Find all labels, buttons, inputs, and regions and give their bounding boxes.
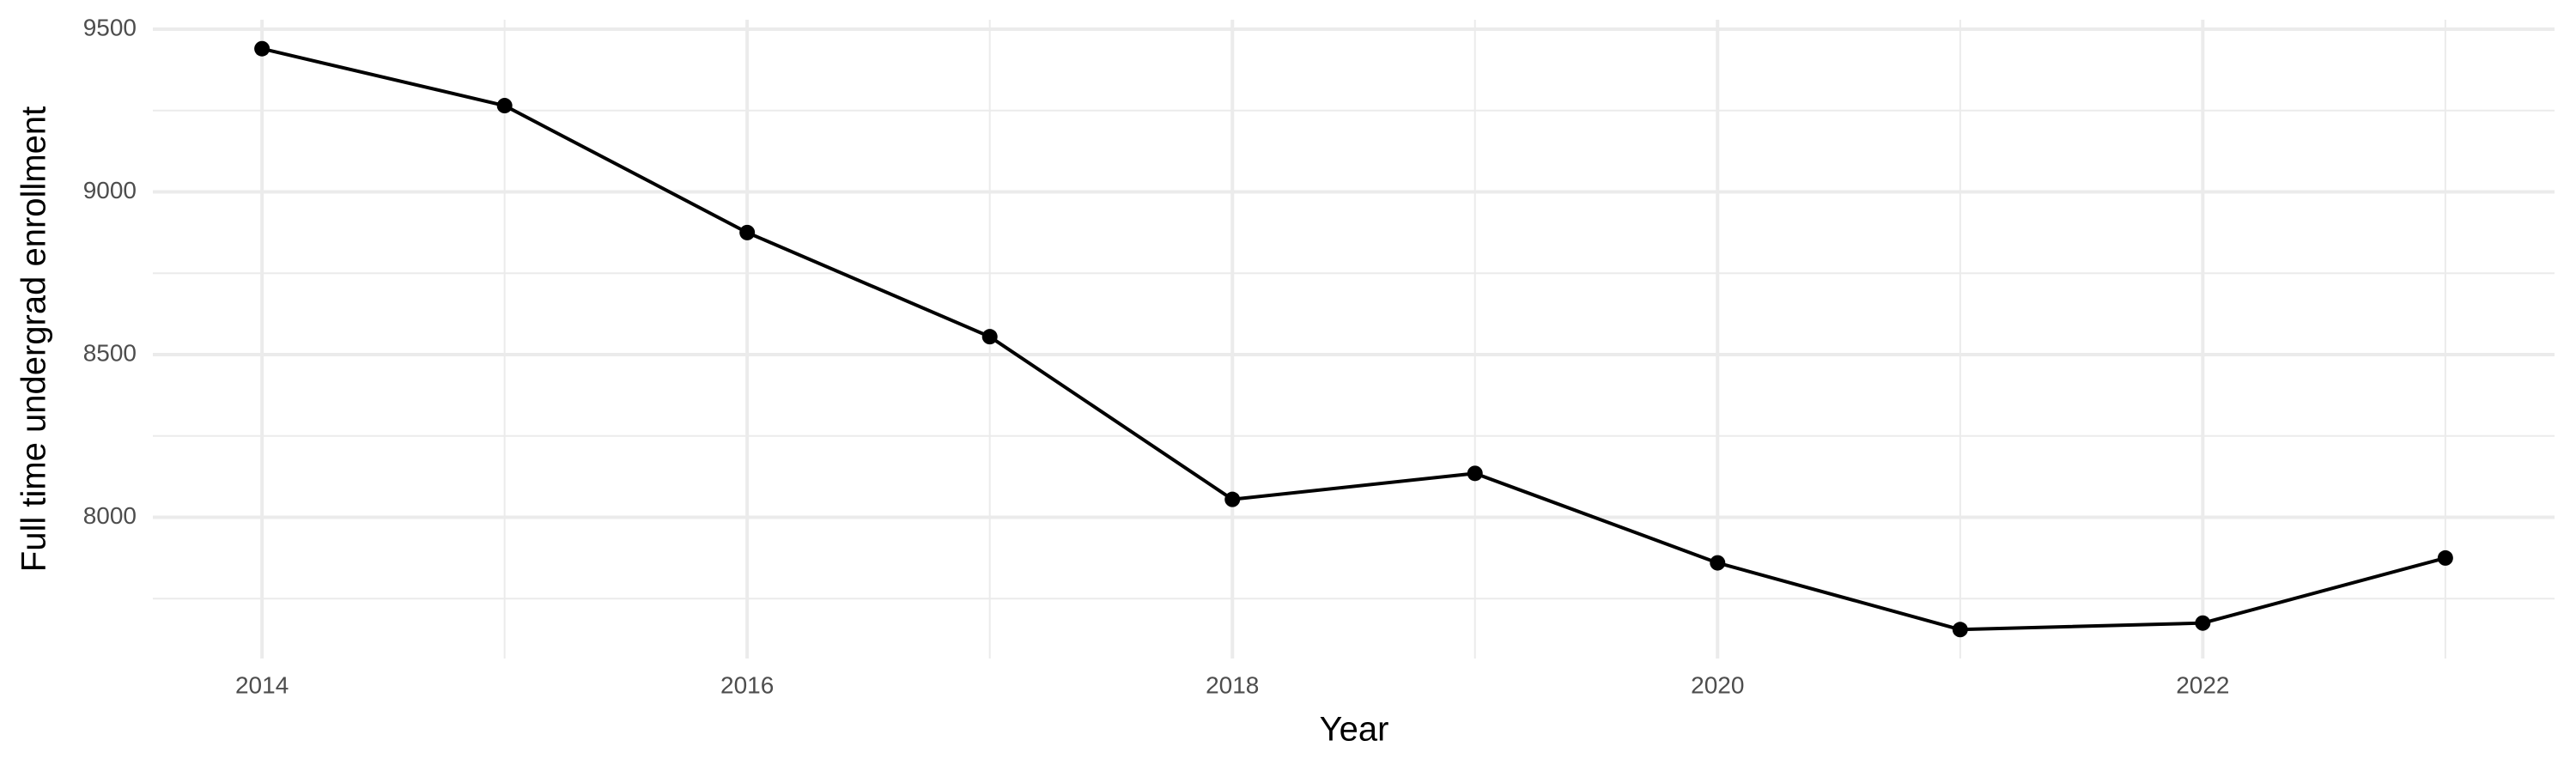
marks — [254, 40, 2453, 638]
data-point — [1710, 555, 1726, 571]
data-point — [254, 40, 270, 57]
data-point — [981, 329, 998, 345]
data-point — [496, 98, 513, 114]
x-axis-title: Year — [1320, 711, 1389, 749]
data-point — [1224, 491, 1241, 507]
series-line — [261, 46, 2446, 632]
data-point — [1467, 465, 1483, 482]
data-point — [1952, 622, 1968, 638]
data-point — [2437, 549, 2453, 566]
x-tick-label: 2022 — [2176, 671, 2229, 698]
y-tick-label: 9000 — [83, 177, 137, 203]
x-tick-label: 2018 — [1206, 671, 1259, 698]
y-tick-label: 9500 — [83, 14, 137, 40]
y-tick-label: 8000 — [83, 502, 137, 529]
data-point — [2195, 615, 2211, 631]
grid — [153, 20, 2555, 659]
x-tick-label: 2020 — [1691, 671, 1744, 698]
x-tick-label: 2016 — [720, 671, 774, 698]
x-tick-label: 2014 — [235, 671, 289, 698]
y-axis-title: Full time undergrad enrollment — [15, 106, 53, 572]
y-tick-label: 8500 — [83, 339, 137, 366]
data-point — [739, 224, 756, 240]
